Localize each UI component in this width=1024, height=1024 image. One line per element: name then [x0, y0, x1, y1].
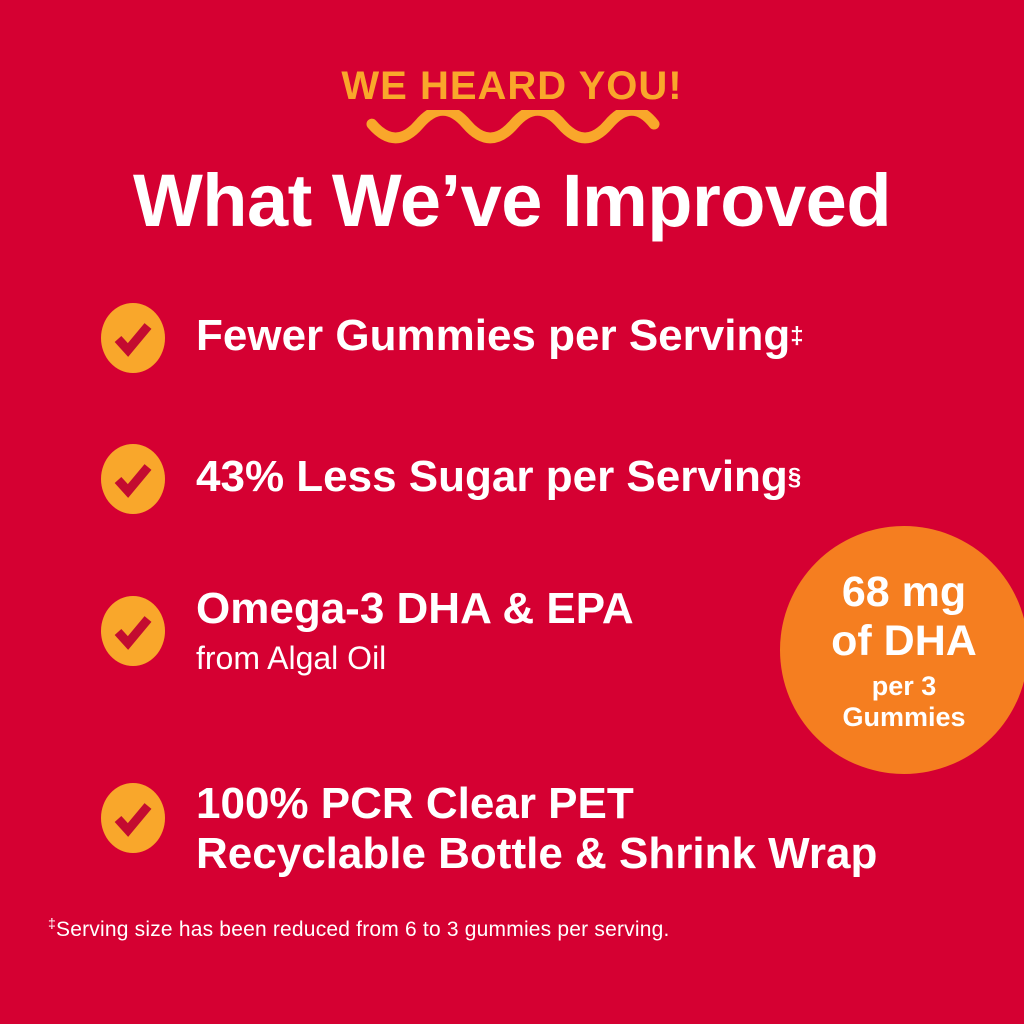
improvement-item-omega3: Omega-3 DHA & EPA from Algal Oil	[100, 582, 634, 680]
item-text: 43% Less Sugar per Serving	[196, 452, 788, 501]
item-text: Fewer Gummies per Serving	[196, 311, 791, 360]
improvement-item-less-sugar: 43% Less Sugar per Serving§	[100, 444, 801, 514]
footnote-marker: §	[787, 463, 802, 491]
wavy-underline-icon	[366, 110, 660, 144]
footnote-text: Serving size has been reduced from 6 to …	[56, 918, 670, 941]
item-text: Omega-3 DHA & EPA	[196, 584, 634, 633]
dha-amount-badge: 68 mg of DHA per 3 Gummies	[780, 526, 1024, 774]
footnote: ‡Serving size has been reduced from 6 to…	[48, 915, 670, 942]
item-text-line1: 100% PCR Clear PET	[196, 779, 634, 828]
item-text-line2: Recyclable Bottle & Shrink Wrap	[196, 829, 878, 878]
check-icon	[101, 783, 165, 853]
improvement-item-recyclable: 100% PCR Clear PET Recyclable Bottle & S…	[100, 779, 877, 879]
item-subtext: from Algal Oil	[196, 640, 387, 676]
page-title: What We’ve Improved	[132, 159, 892, 242]
kicker-text: WE HEARD YOU!	[341, 64, 683, 108]
check-icon	[101, 444, 165, 514]
badge-per-line2: Gummies	[842, 701, 966, 732]
badge-per-line1: per 3	[871, 670, 937, 701]
badge-amount: 68 mg	[841, 567, 967, 616]
item-label: 43% Less Sugar per Serving§	[196, 444, 801, 510]
check-icon	[101, 303, 165, 373]
item-label: Fewer Gummies per Serving‡	[196, 303, 804, 369]
footnote-marker: ‡	[48, 915, 56, 931]
improvement-item-fewer-gummies: Fewer Gummies per Serving‡	[100, 303, 804, 373]
check-icon	[101, 596, 165, 666]
badge-nutrient: of DHA	[831, 616, 977, 665]
footnote-marker: ‡	[790, 322, 804, 350]
